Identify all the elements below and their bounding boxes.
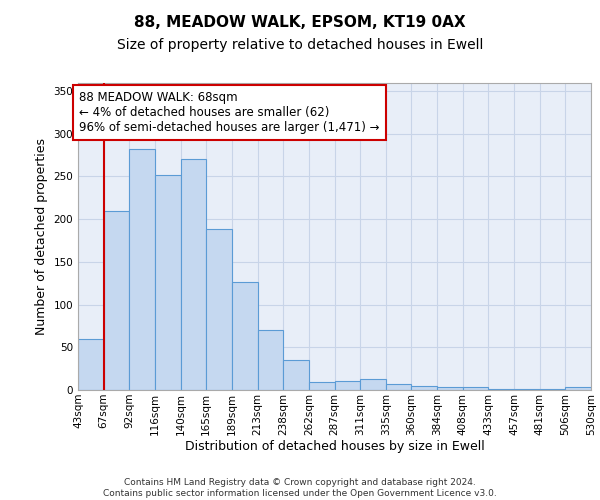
- Bar: [488, 389, 514, 390]
- Bar: [412, 386, 437, 390]
- Text: 88 MEADOW WALK: 68sqm
← 4% of detached houses are smaller (62)
96% of semi-detac: 88 MEADOW WALK: 68sqm ← 4% of detached h…: [79, 91, 380, 134]
- Bar: [437, 388, 463, 390]
- Bar: [565, 386, 591, 390]
- Bar: [155, 175, 181, 390]
- Bar: [386, 384, 412, 390]
- Bar: [206, 230, 232, 390]
- Bar: [78, 339, 104, 390]
- Bar: [232, 282, 257, 390]
- Bar: [360, 379, 386, 390]
- X-axis label: Distribution of detached houses by size in Ewell: Distribution of detached houses by size …: [185, 440, 484, 454]
- Bar: [130, 149, 155, 390]
- Bar: [257, 330, 283, 390]
- Y-axis label: Number of detached properties: Number of detached properties: [35, 138, 48, 335]
- Bar: [335, 380, 360, 390]
- Bar: [283, 360, 309, 390]
- Bar: [514, 389, 540, 390]
- Text: Contains HM Land Registry data © Crown copyright and database right 2024.
Contai: Contains HM Land Registry data © Crown c…: [103, 478, 497, 498]
- Bar: [181, 160, 206, 390]
- Text: 88, MEADOW WALK, EPSOM, KT19 0AX: 88, MEADOW WALK, EPSOM, KT19 0AX: [134, 15, 466, 30]
- Text: Size of property relative to detached houses in Ewell: Size of property relative to detached ho…: [117, 38, 483, 52]
- Bar: [463, 386, 488, 390]
- Bar: [540, 389, 565, 390]
- Bar: [104, 210, 130, 390]
- Bar: [309, 382, 335, 390]
